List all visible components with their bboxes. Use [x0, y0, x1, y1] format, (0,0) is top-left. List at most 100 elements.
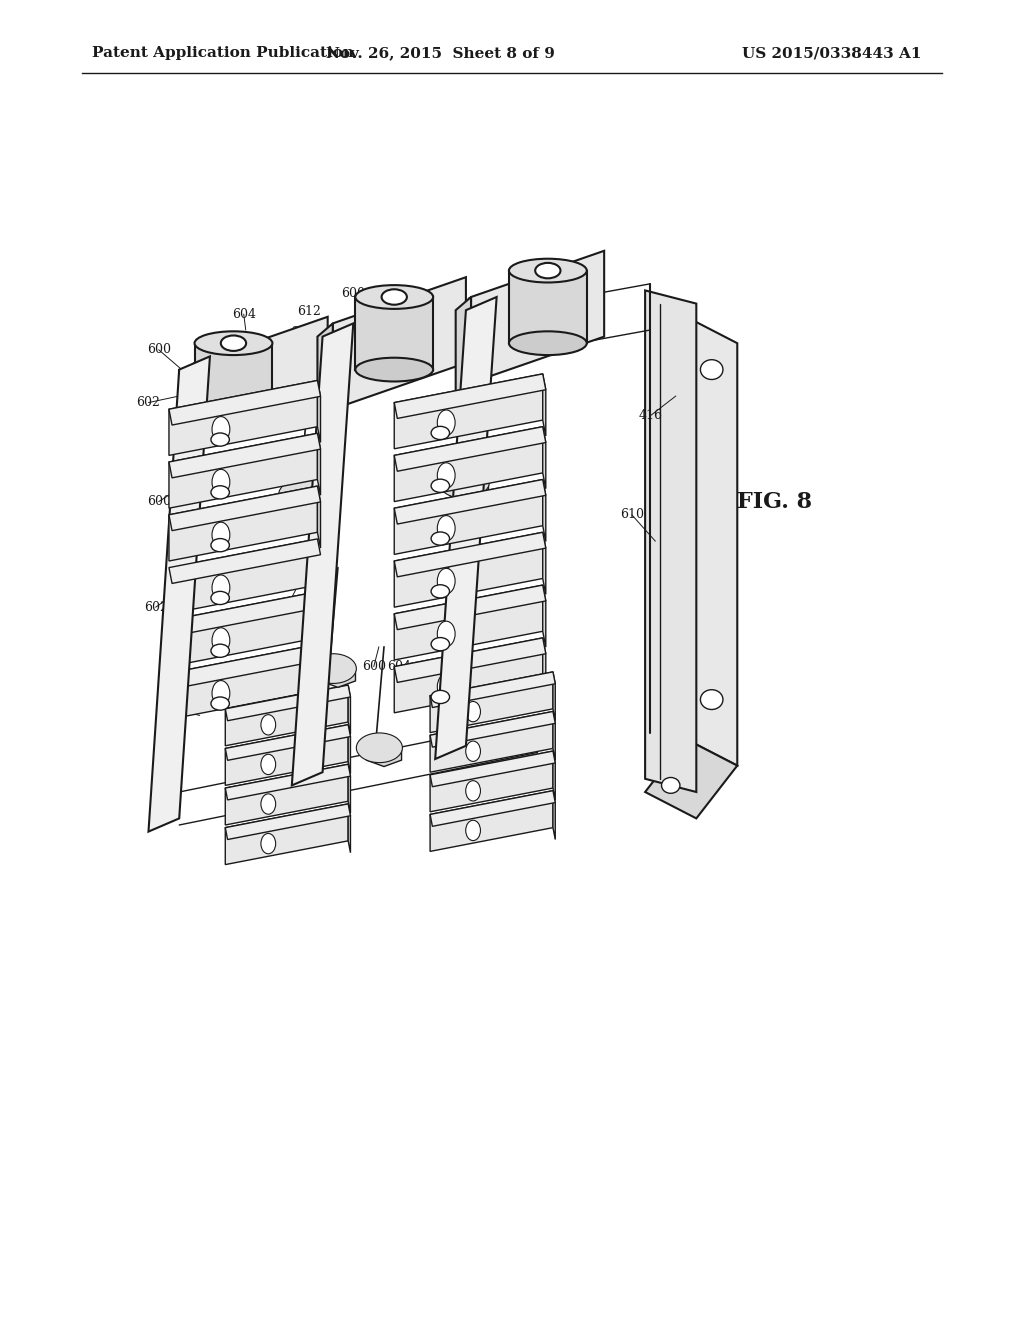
Polygon shape: [225, 725, 348, 785]
Polygon shape: [317, 539, 321, 601]
Polygon shape: [225, 725, 350, 760]
Ellipse shape: [438, 465, 489, 498]
Polygon shape: [317, 644, 321, 706]
Polygon shape: [394, 585, 543, 660]
Polygon shape: [394, 532, 543, 607]
Ellipse shape: [212, 523, 229, 548]
Polygon shape: [543, 426, 546, 488]
Polygon shape: [195, 317, 328, 449]
Ellipse shape: [261, 714, 275, 735]
Text: 602: 602: [143, 601, 168, 614]
Ellipse shape: [509, 331, 587, 355]
Polygon shape: [148, 356, 210, 832]
Ellipse shape: [310, 653, 356, 684]
Polygon shape: [317, 323, 333, 422]
Polygon shape: [169, 433, 321, 478]
Polygon shape: [348, 764, 350, 813]
Polygon shape: [348, 685, 350, 734]
Ellipse shape: [431, 690, 450, 704]
Ellipse shape: [437, 411, 455, 436]
Polygon shape: [553, 751, 555, 800]
Text: 604: 604: [390, 297, 415, 310]
Ellipse shape: [211, 591, 229, 605]
Polygon shape: [367, 741, 401, 767]
Ellipse shape: [212, 470, 229, 495]
Ellipse shape: [261, 793, 275, 814]
Polygon shape: [543, 585, 546, 647]
Ellipse shape: [431, 638, 450, 651]
Ellipse shape: [211, 433, 229, 446]
Polygon shape: [169, 380, 321, 425]
Text: 610: 610: [620, 508, 644, 521]
Polygon shape: [348, 804, 350, 853]
Ellipse shape: [355, 358, 433, 381]
Ellipse shape: [195, 331, 272, 355]
Polygon shape: [225, 685, 348, 746]
Ellipse shape: [382, 289, 407, 305]
Polygon shape: [509, 271, 587, 343]
Polygon shape: [543, 374, 546, 436]
Polygon shape: [169, 486, 321, 531]
Ellipse shape: [212, 576, 229, 601]
Polygon shape: [645, 290, 696, 792]
Polygon shape: [471, 251, 604, 383]
Polygon shape: [394, 426, 546, 471]
Ellipse shape: [211, 539, 229, 552]
Polygon shape: [430, 751, 555, 787]
Ellipse shape: [211, 697, 229, 710]
Text: 606: 606: [290, 326, 314, 339]
Polygon shape: [225, 764, 348, 825]
Text: 606: 606: [231, 704, 256, 717]
Ellipse shape: [431, 585, 450, 598]
Ellipse shape: [195, 404, 272, 428]
Polygon shape: [645, 739, 737, 818]
Polygon shape: [430, 751, 553, 812]
Text: 600: 600: [361, 660, 386, 673]
Polygon shape: [553, 711, 555, 760]
Ellipse shape: [261, 754, 275, 775]
Text: 608: 608: [305, 515, 330, 528]
Polygon shape: [430, 791, 555, 826]
Ellipse shape: [431, 479, 450, 492]
Ellipse shape: [279, 479, 330, 511]
Polygon shape: [394, 585, 546, 630]
Ellipse shape: [355, 285, 433, 309]
Polygon shape: [321, 661, 355, 688]
Ellipse shape: [466, 741, 480, 762]
Polygon shape: [292, 323, 353, 785]
Ellipse shape: [356, 733, 402, 763]
Polygon shape: [394, 638, 546, 682]
Polygon shape: [169, 591, 317, 667]
Text: 600: 600: [341, 286, 366, 300]
Polygon shape: [543, 479, 546, 541]
Ellipse shape: [437, 516, 455, 541]
Text: 608: 608: [415, 688, 439, 701]
Polygon shape: [225, 804, 348, 865]
Ellipse shape: [431, 426, 450, 440]
Text: 602: 602: [221, 511, 246, 524]
Ellipse shape: [221, 335, 246, 351]
Text: 606: 606: [367, 317, 391, 330]
Text: 608: 608: [305, 647, 330, 660]
Text: 600: 600: [506, 297, 530, 310]
Ellipse shape: [700, 689, 723, 710]
Polygon shape: [169, 591, 321, 636]
Polygon shape: [195, 343, 272, 416]
Ellipse shape: [261, 833, 275, 854]
Polygon shape: [435, 297, 497, 759]
Polygon shape: [169, 539, 317, 614]
Polygon shape: [317, 380, 321, 442]
Polygon shape: [317, 486, 321, 548]
Text: 604: 604: [167, 704, 191, 717]
Polygon shape: [686, 317, 737, 766]
Ellipse shape: [437, 675, 455, 700]
Polygon shape: [290, 487, 329, 516]
Ellipse shape: [212, 628, 229, 653]
Text: 416: 416: [638, 409, 663, 422]
Text: 608: 608: [274, 601, 299, 614]
Ellipse shape: [466, 820, 480, 841]
Ellipse shape: [437, 569, 455, 594]
Polygon shape: [394, 479, 546, 524]
Polygon shape: [179, 363, 195, 462]
Polygon shape: [394, 532, 546, 577]
